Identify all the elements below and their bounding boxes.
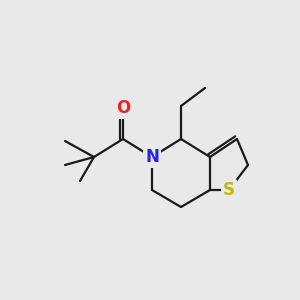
Text: O: O	[116, 99, 130, 117]
Text: N: N	[145, 148, 159, 166]
Text: S: S	[223, 181, 235, 199]
